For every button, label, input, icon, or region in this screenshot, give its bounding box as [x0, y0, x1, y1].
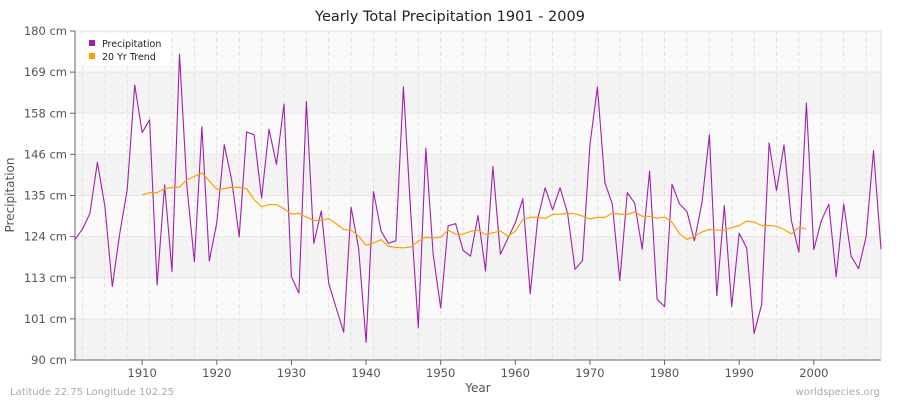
y-tick-labels: 90 cm 101 cm 113 cm 124 cm 135 cm 146 cm 158 c… [24, 24, 75, 367]
legend-label-trend: 20 Yr Trend [102, 52, 156, 63]
x-tick-label: 1950 [426, 366, 455, 380]
legend-label-precipitation: Precipitation [102, 39, 161, 50]
y-tick-label: 180 cm [24, 24, 67, 38]
band [75, 154, 881, 196]
x-tick-labels: 1910 1920 1930 1940 1950 1960 1970 1980 1990 2000 [128, 360, 828, 380]
trend-line [142, 172, 807, 249]
x-tick-label: 1930 [277, 366, 306, 380]
x-tick-label: 1920 [202, 366, 231, 380]
legend-swatch-trend [89, 53, 95, 59]
band [75, 31, 881, 73]
location-label: Latitude 22.75 Longitude 102.25 [10, 387, 174, 398]
site-credit: worldspecies.org [796, 387, 880, 398]
band [75, 318, 881, 360]
y-tick-label: 124 cm [24, 230, 67, 244]
x-tick-label: 1980 [650, 366, 679, 380]
legend-swatch-precipitation [89, 40, 95, 46]
band [75, 72, 881, 114]
y-tick-label: 158 cm [24, 106, 67, 120]
y-tick-label: 90 cm [31, 353, 67, 367]
y-tick-label: 169 cm [24, 65, 67, 79]
x-tick-label: 1970 [575, 366, 604, 380]
x-tick-label: 1990 [725, 366, 754, 380]
x-tick-label: 1910 [128, 366, 157, 380]
x-tick-label: 2000 [799, 366, 828, 380]
background-bands [75, 31, 881, 360]
chart-title: Yearly Total Precipitation 1901 - 2009 [314, 9, 585, 25]
y-tick-label: 146 cm [24, 147, 67, 161]
legend-box [80, 33, 170, 65]
legend: Precipitation 20 Yr Trend [80, 33, 170, 65]
band [75, 113, 881, 155]
y-tick-label: 101 cm [24, 312, 67, 326]
x-tick-label: 1940 [351, 366, 380, 380]
x-axis-label: Year [464, 381, 490, 395]
x-tick-label: 1960 [501, 366, 530, 380]
y-axis-label: Precipitation [3, 157, 17, 232]
y-tick-label: 135 cm [24, 189, 67, 203]
band [75, 277, 881, 319]
precipitation-line [74, 53, 882, 344]
y-tick-label: 113 cm [24, 271, 67, 285]
series-lines [74, 53, 882, 344]
horizontal-gridlines [75, 30, 881, 361]
